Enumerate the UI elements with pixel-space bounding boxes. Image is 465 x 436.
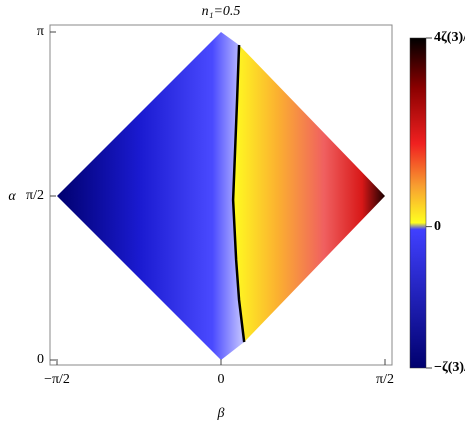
y-tick-label: 0 [37, 352, 44, 367]
colorbar-tick-label: 4ζ(3)/9π [434, 30, 465, 45]
y-tick-label: π [37, 24, 44, 39]
x-tick-label: π/2 [376, 372, 394, 387]
negative-region [57, 32, 245, 360]
colorbar-tick-label: −ζ(3)/3π [434, 360, 465, 375]
colorbar-tick-label: 0 [434, 219, 441, 234]
x-tick-label: −π/2 [44, 372, 70, 387]
chart-title: n₁=0.5 [202, 4, 241, 19]
zero-contour [231, 44, 246, 343]
x-tick-label: 0 [218, 372, 225, 387]
x-axis-label: β [217, 406, 225, 421]
y-tick-label: π/2 [26, 188, 44, 203]
y-axis-label: α [8, 189, 16, 204]
colorbar [409, 37, 427, 369]
positive-region [233, 45, 385, 343]
